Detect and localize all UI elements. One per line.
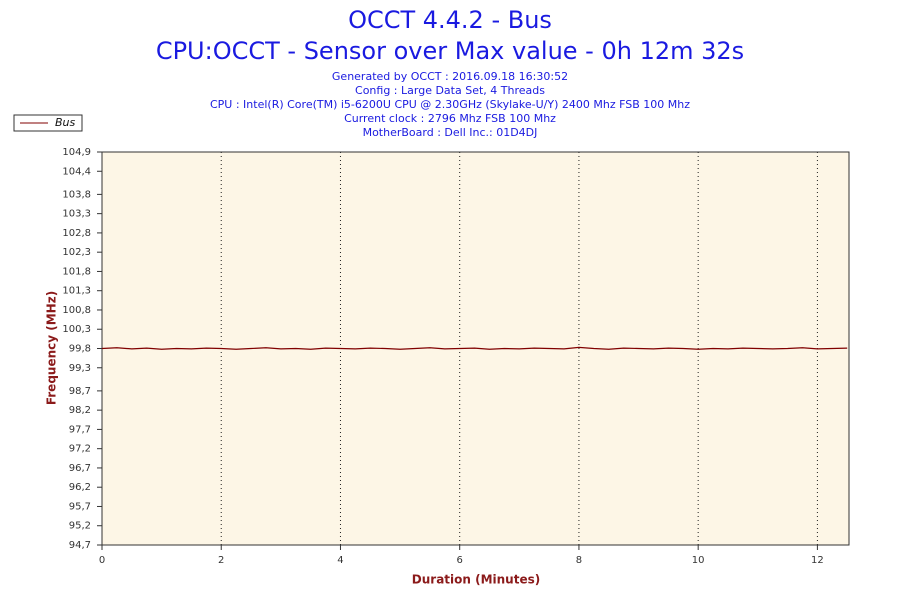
y-tick-label: 103,3 <box>62 209 91 220</box>
y-tick-label: 98,2 <box>69 405 91 416</box>
y-tick-label: 99,8 <box>69 344 91 355</box>
info-line: Generated by OCCT : 2016.09.18 16:30:52 <box>332 70 568 83</box>
x-tick-label: 10 <box>692 555 705 566</box>
y-tick-label: 96,7 <box>69 463 91 474</box>
info-line: CPU : Intel(R) Core(TM) i5-6200U CPU @ 2… <box>210 98 690 111</box>
y-tick-label: 102,3 <box>62 247 91 258</box>
x-axis-label: Duration (Minutes) <box>412 573 540 587</box>
y-tick-label: 95,2 <box>69 521 91 532</box>
y-tick-label: 99,3 <box>69 363 91 374</box>
y-tick-label: 104,9 <box>62 147 91 158</box>
y-tick-label: 95,7 <box>69 501 91 512</box>
y-tick-label: 94,7 <box>69 540 91 551</box>
y-tick-label: 97,7 <box>69 424 91 435</box>
chart-title: OCCT 4.4.2 - Bus <box>348 6 552 34</box>
x-tick-label: 6 <box>457 555 463 566</box>
y-tick-label: 103,8 <box>62 189 91 200</box>
x-tick-label: 12 <box>811 555 824 566</box>
y-tick-label: 98,7 <box>69 386 91 397</box>
data-line <box>101 346 848 350</box>
info-line: Current clock : 2796 Mhz FSB 100 Mhz <box>344 112 556 125</box>
y-tick-label: 97,2 <box>69 444 91 455</box>
legend-label: Bus <box>55 116 76 129</box>
info-line: MotherBoard : Dell Inc.: 01D4DJ <box>363 126 538 139</box>
y-tick-label: 96,2 <box>69 482 91 493</box>
y-tick-label: 101,3 <box>62 286 91 297</box>
x-tick-label: 2 <box>218 555 224 566</box>
x-tick-label: 0 <box>99 555 105 566</box>
y-axis-label: Frequency (MHz) <box>45 291 59 405</box>
y-tick-label: 100,8 <box>62 305 91 316</box>
y-tick-label: 100,3 <box>62 324 91 335</box>
y-tick-label: 104,4 <box>62 166 91 177</box>
y-tick-label: 102,8 <box>62 228 91 239</box>
x-tick-label: 4 <box>337 555 343 566</box>
x-tick-label: 8 <box>576 555 582 566</box>
y-tick-label: 101,8 <box>62 266 91 277</box>
info-line: Config : Large Data Set, 4 Threads <box>355 84 545 97</box>
chart-subtitle: CPU:OCCT - Sensor over Max value - 0h 12… <box>156 37 744 65</box>
